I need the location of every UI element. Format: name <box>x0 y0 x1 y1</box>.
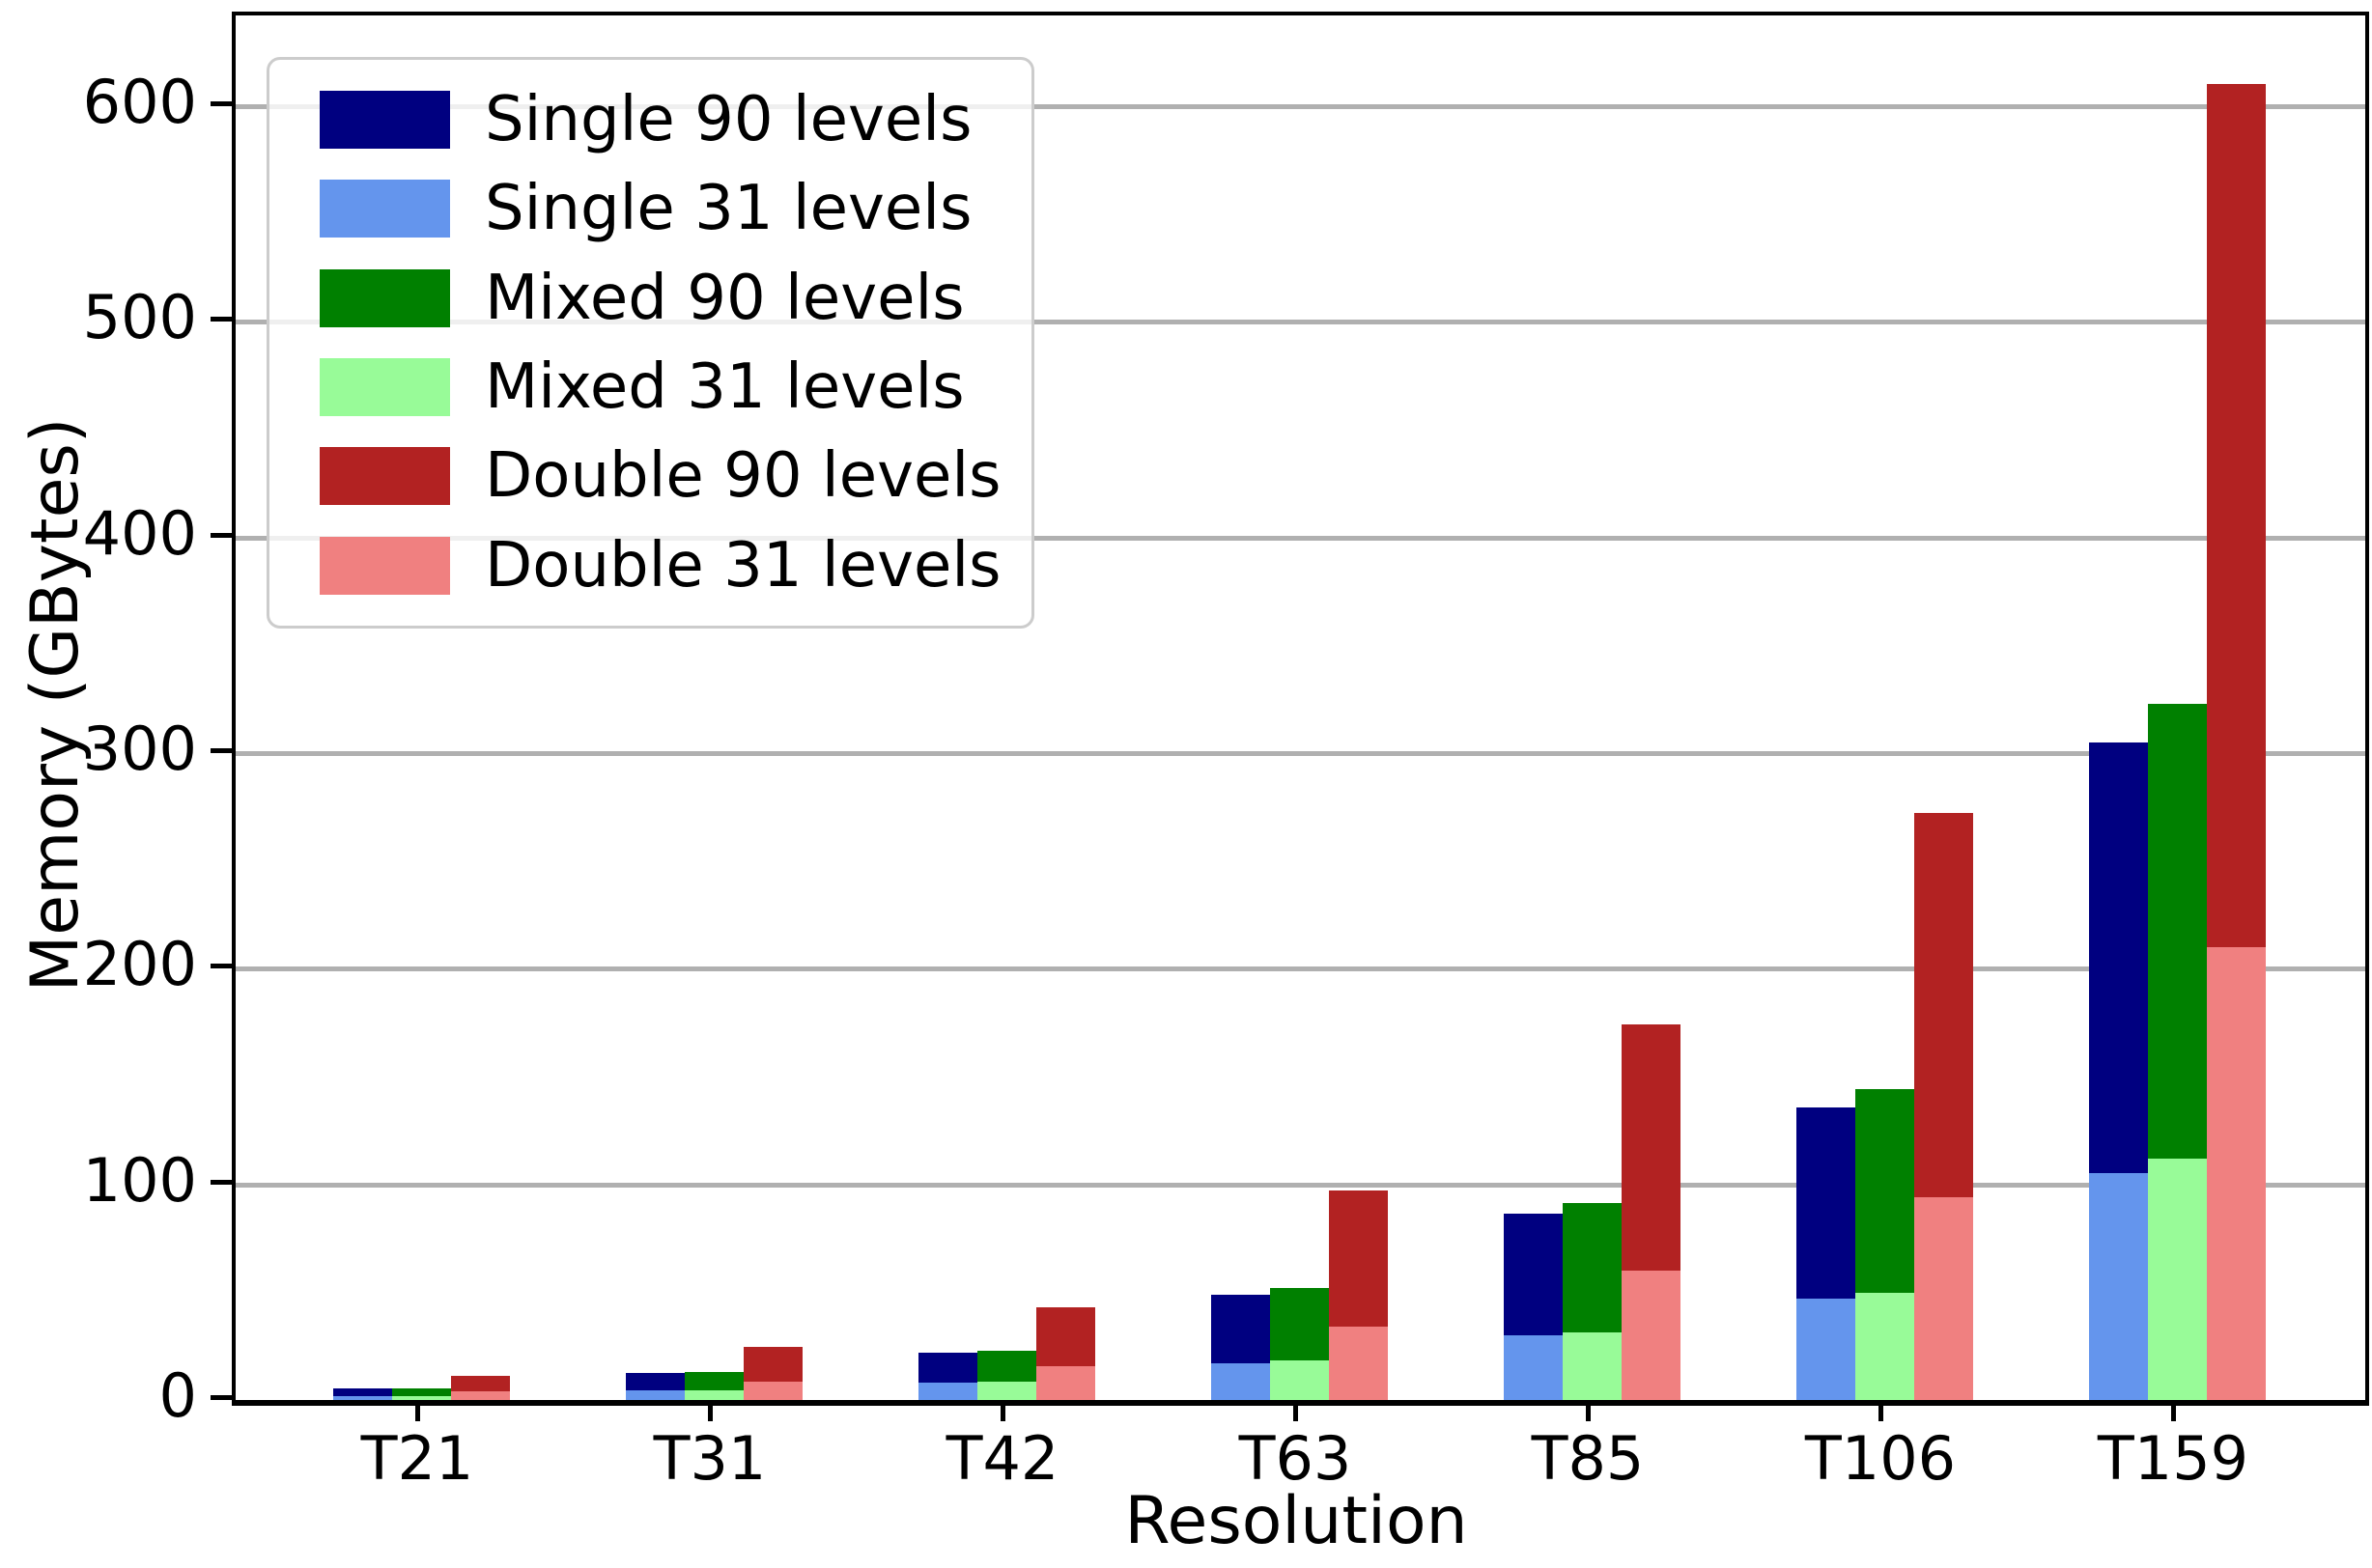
y-tick-mark-100 <box>211 1179 232 1185</box>
x-axis-label: Resolution <box>1124 1483 1468 1559</box>
legend-item-double-31-levels: Double 31 levels <box>320 532 1012 600</box>
gridline-600 <box>236 103 2365 109</box>
bar-t21-single-31-levels <box>332 1395 392 1400</box>
y-tick-mark-0 <box>211 1395 232 1400</box>
x-tick-label-t106: T106 <box>1804 1423 1957 1494</box>
y-axis-label: Memory (GBytes) <box>17 417 94 993</box>
gridline-300 <box>236 750 2365 756</box>
legend-swatch-icon <box>320 536 450 595</box>
legend-swatch-icon <box>320 447 450 506</box>
bar-t63-double-31-levels <box>1328 1327 1388 1400</box>
x-tick-mark-t63 <box>1293 1402 1298 1421</box>
bar-t31-single-31-levels <box>625 1389 685 1400</box>
y-tick-label-500: 500 <box>82 282 197 353</box>
bar-t42-mixed-31-levels <box>976 1382 1036 1400</box>
y-tick-label-100: 100 <box>82 1144 197 1216</box>
bar-t106-single-31-levels <box>1795 1299 1855 1400</box>
y-tick-label-400: 400 <box>82 497 197 569</box>
x-tick-mark-t42 <box>1001 1402 1005 1421</box>
x-tick-mark-t31 <box>708 1402 713 1421</box>
bar-t42-single-31-levels <box>918 1383 977 1400</box>
bar-t21-double-31-levels <box>450 1391 510 1400</box>
bar-t159-single-31-levels <box>2088 1173 2148 1400</box>
bar-t63-single-31-levels <box>1210 1363 1270 1400</box>
x-tick-label-t159: T159 <box>2097 1423 2249 1494</box>
legend-label: Single 31 levels <box>485 173 973 245</box>
x-tick-mark-t159 <box>2171 1402 2176 1421</box>
gridline-400 <box>236 535 2365 541</box>
x-tick-label-t85: T85 <box>1531 1423 1645 1494</box>
bar-t159-double-31-levels <box>2206 946 2266 1400</box>
legend-label: Single 90 levels <box>485 84 973 156</box>
legend: Single 90 levels Single 31 levels Mixed 90… <box>267 57 1034 629</box>
legend-item-single-90-levels: Single 90 levels <box>320 86 1012 154</box>
y-tick-label-200: 200 <box>82 929 197 1000</box>
legend-item-single-31-levels: Single 31 levels <box>320 175 1012 242</box>
legend-swatch-icon <box>320 180 450 238</box>
gridline-200 <box>236 966 2365 972</box>
y-tick-label-600: 600 <box>82 66 197 137</box>
bar-t31-double-31-levels <box>743 1382 803 1400</box>
y-tick-label-0: 0 <box>158 1360 197 1431</box>
bar-t106-mixed-31-levels <box>1854 1293 1914 1400</box>
bar-t159-mixed-31-levels <box>2147 1158 2207 1400</box>
y-tick-label-300: 300 <box>82 713 197 784</box>
x-tick-label-t31: T31 <box>653 1423 767 1494</box>
legend-swatch-icon <box>320 91 450 150</box>
y-tick-mark-500 <box>211 317 232 322</box>
bar-t106-double-31-levels <box>1913 1197 1973 1400</box>
x-tick-label-t63: T63 <box>1238 1423 1352 1494</box>
bar-t85-mixed-31-levels <box>1562 1331 1622 1400</box>
bar-t85-double-31-levels <box>1621 1270 1680 1400</box>
x-tick-mark-t21 <box>415 1402 420 1421</box>
gridline-100 <box>236 1182 2365 1188</box>
y-tick-mark-600 <box>211 100 232 106</box>
y-tick-mark-200 <box>211 964 232 969</box>
x-tick-label-t42: T42 <box>946 1423 1059 1494</box>
legend-item-mixed-31-levels: Mixed 31 levels <box>320 353 1012 421</box>
x-tick-mark-t85 <box>1586 1402 1591 1421</box>
bar-t42-double-31-levels <box>1035 1366 1095 1400</box>
bar-t31-mixed-31-levels <box>684 1389 744 1400</box>
legend-item-mixed-90-levels: Mixed 90 levels <box>320 265 1012 332</box>
bar-t21-mixed-31-levels <box>391 1395 451 1400</box>
gridline-500 <box>236 320 2365 325</box>
legend-label: Double 31 levels <box>485 529 1002 602</box>
legend-swatch-icon <box>320 358 450 417</box>
legend-item-double-90-levels: Double 90 levels <box>320 442 1012 510</box>
legend-label: Double 90 levels <box>485 440 1002 513</box>
plot-area: Single 90 levels Single 31 levels Mixed 90… <box>232 12 2369 1406</box>
y-tick-mark-300 <box>211 747 232 753</box>
bar-t85-single-31-levels <box>1503 1335 1563 1400</box>
x-tick-label-t21: T21 <box>360 1423 474 1494</box>
legend-label: Mixed 31 levels <box>485 351 965 424</box>
bar-t63-mixed-31-levels <box>1269 1359 1329 1400</box>
legend-swatch-icon <box>320 268 450 327</box>
x-tick-mark-t106 <box>1878 1402 1883 1421</box>
legend-label: Mixed 90 levels <box>485 262 965 334</box>
y-tick-mark-400 <box>211 532 232 538</box>
